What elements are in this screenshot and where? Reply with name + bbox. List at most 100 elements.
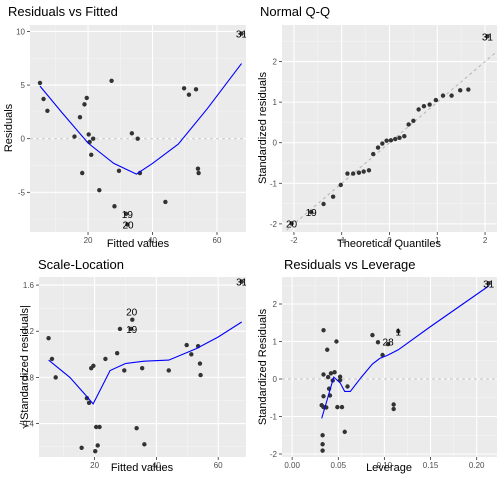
data-point: [391, 402, 396, 407]
data-point: [321, 372, 326, 377]
data-point: [196, 170, 201, 176]
x-tick-label: 0: [387, 236, 392, 245]
smooth-line: [321, 285, 490, 419]
data-point: [337, 374, 343, 379]
data-point: [416, 107, 421, 112]
data-point: [45, 108, 50, 114]
y-tick-label: 0.4: [23, 420, 35, 429]
data-point: [130, 317, 135, 322]
data-point: [163, 199, 168, 205]
data-point: [325, 347, 330, 352]
panel-4: 0.00 0.05 0.10 0.15 0.20-2-101231281Residual…: [257, 257, 497, 474]
data-point: [328, 371, 334, 376]
data-point: [49, 356, 55, 362]
data-point: [90, 136, 96, 141]
panel-3: 20 40 60 0.4 0.8 1.2 1.6 31 20 19 Scale-Location Fi…: [19, 257, 246, 474]
x-tick-label: 0.00: [284, 461, 300, 470]
x-axis-title: Leverage: [366, 462, 412, 474]
data-point: [142, 442, 147, 447]
point-label: 1: [395, 327, 401, 338]
point-label: 19: [122, 210, 134, 221]
data-point: [239, 31, 244, 36]
data-point: [197, 361, 203, 366]
grid-lines: [282, 277, 497, 457]
data-point: [339, 404, 345, 410]
data-point: [128, 326, 134, 332]
point-label: 20: [286, 219, 298, 230]
point-label: 31: [483, 279, 495, 290]
y-axis-title: √|Standardized residuals|: [19, 305, 31, 429]
data-point: [356, 170, 362, 175]
panel-title: Normal Q-Q: [260, 4, 330, 19]
data-point: [109, 78, 114, 83]
data-point: [350, 171, 356, 176]
y-tick-label: -1: [270, 413, 278, 422]
data-point: [166, 368, 171, 373]
data-point: [388, 138, 394, 143]
y-axis-title: Residuals: [3, 103, 15, 152]
y-tick-label: 0: [273, 375, 278, 384]
x-tick-label: 0.20: [469, 461, 485, 470]
data-point: [86, 132, 91, 137]
data-point: [338, 182, 343, 188]
data-point: [184, 342, 189, 348]
data-point: [289, 221, 294, 226]
data-point: [458, 88, 463, 93]
x-tick-label: 0.05: [330, 461, 346, 470]
point-label: 28: [383, 338, 395, 349]
x-tick-label: 0.10: [377, 461, 393, 470]
data-point: [345, 171, 350, 176]
data-point: [427, 102, 432, 107]
data-point: [433, 97, 439, 103]
x-tick-label: -2: [290, 236, 298, 245]
x-tick-label: 60: [214, 461, 223, 470]
data-point: [332, 370, 337, 375]
y-tick-label: 1: [273, 338, 278, 347]
data-point: [80, 170, 85, 176]
x-tick-label: 0.15: [423, 461, 439, 470]
data-point: [440, 93, 446, 98]
y-tick-label: 2: [273, 300, 278, 309]
x-axis-title: Fitted values: [111, 462, 174, 474]
data-point: [371, 151, 376, 157]
data-point: [41, 96, 46, 102]
point-label: 31: [236, 30, 248, 41]
data-point: [370, 332, 375, 338]
data-point: [366, 168, 372, 173]
data-point: [345, 384, 350, 389]
data-point: [112, 204, 117, 209]
data-point: [321, 394, 326, 399]
data-point: [402, 134, 407, 139]
data-point: [89, 152, 94, 157]
panel-background: [282, 277, 497, 457]
reference-line: [283, 51, 497, 232]
data-point: [97, 424, 102, 430]
x-tick-label: 2: [483, 236, 488, 245]
data-point: [37, 80, 43, 86]
data-point: [335, 404, 340, 410]
data-point: [114, 350, 120, 356]
x-tick-label: 20: [90, 461, 99, 470]
y-tick-label: 1.2: [23, 327, 35, 336]
data-point: [186, 92, 192, 97]
data-point: [411, 118, 416, 123]
y-axis-title: Standardized Residuals: [257, 308, 269, 425]
smooth-line: [48, 321, 242, 405]
y-axis-title: Standardized residuals: [257, 72, 269, 184]
y-tick-label: -2: [270, 220, 278, 229]
data-point: [46, 335, 51, 341]
data-point: [77, 115, 83, 120]
point-label: 20: [122, 220, 134, 231]
data-point: [334, 339, 339, 344]
data-point: [325, 374, 331, 380]
data-point: [93, 424, 99, 430]
data-point: [320, 433, 325, 438]
data-point: [103, 356, 108, 362]
data-point: [380, 141, 385, 146]
data-point: [53, 375, 58, 380]
plot-area: 31 20 19: [46, 278, 246, 454]
data-point: [139, 365, 145, 371]
